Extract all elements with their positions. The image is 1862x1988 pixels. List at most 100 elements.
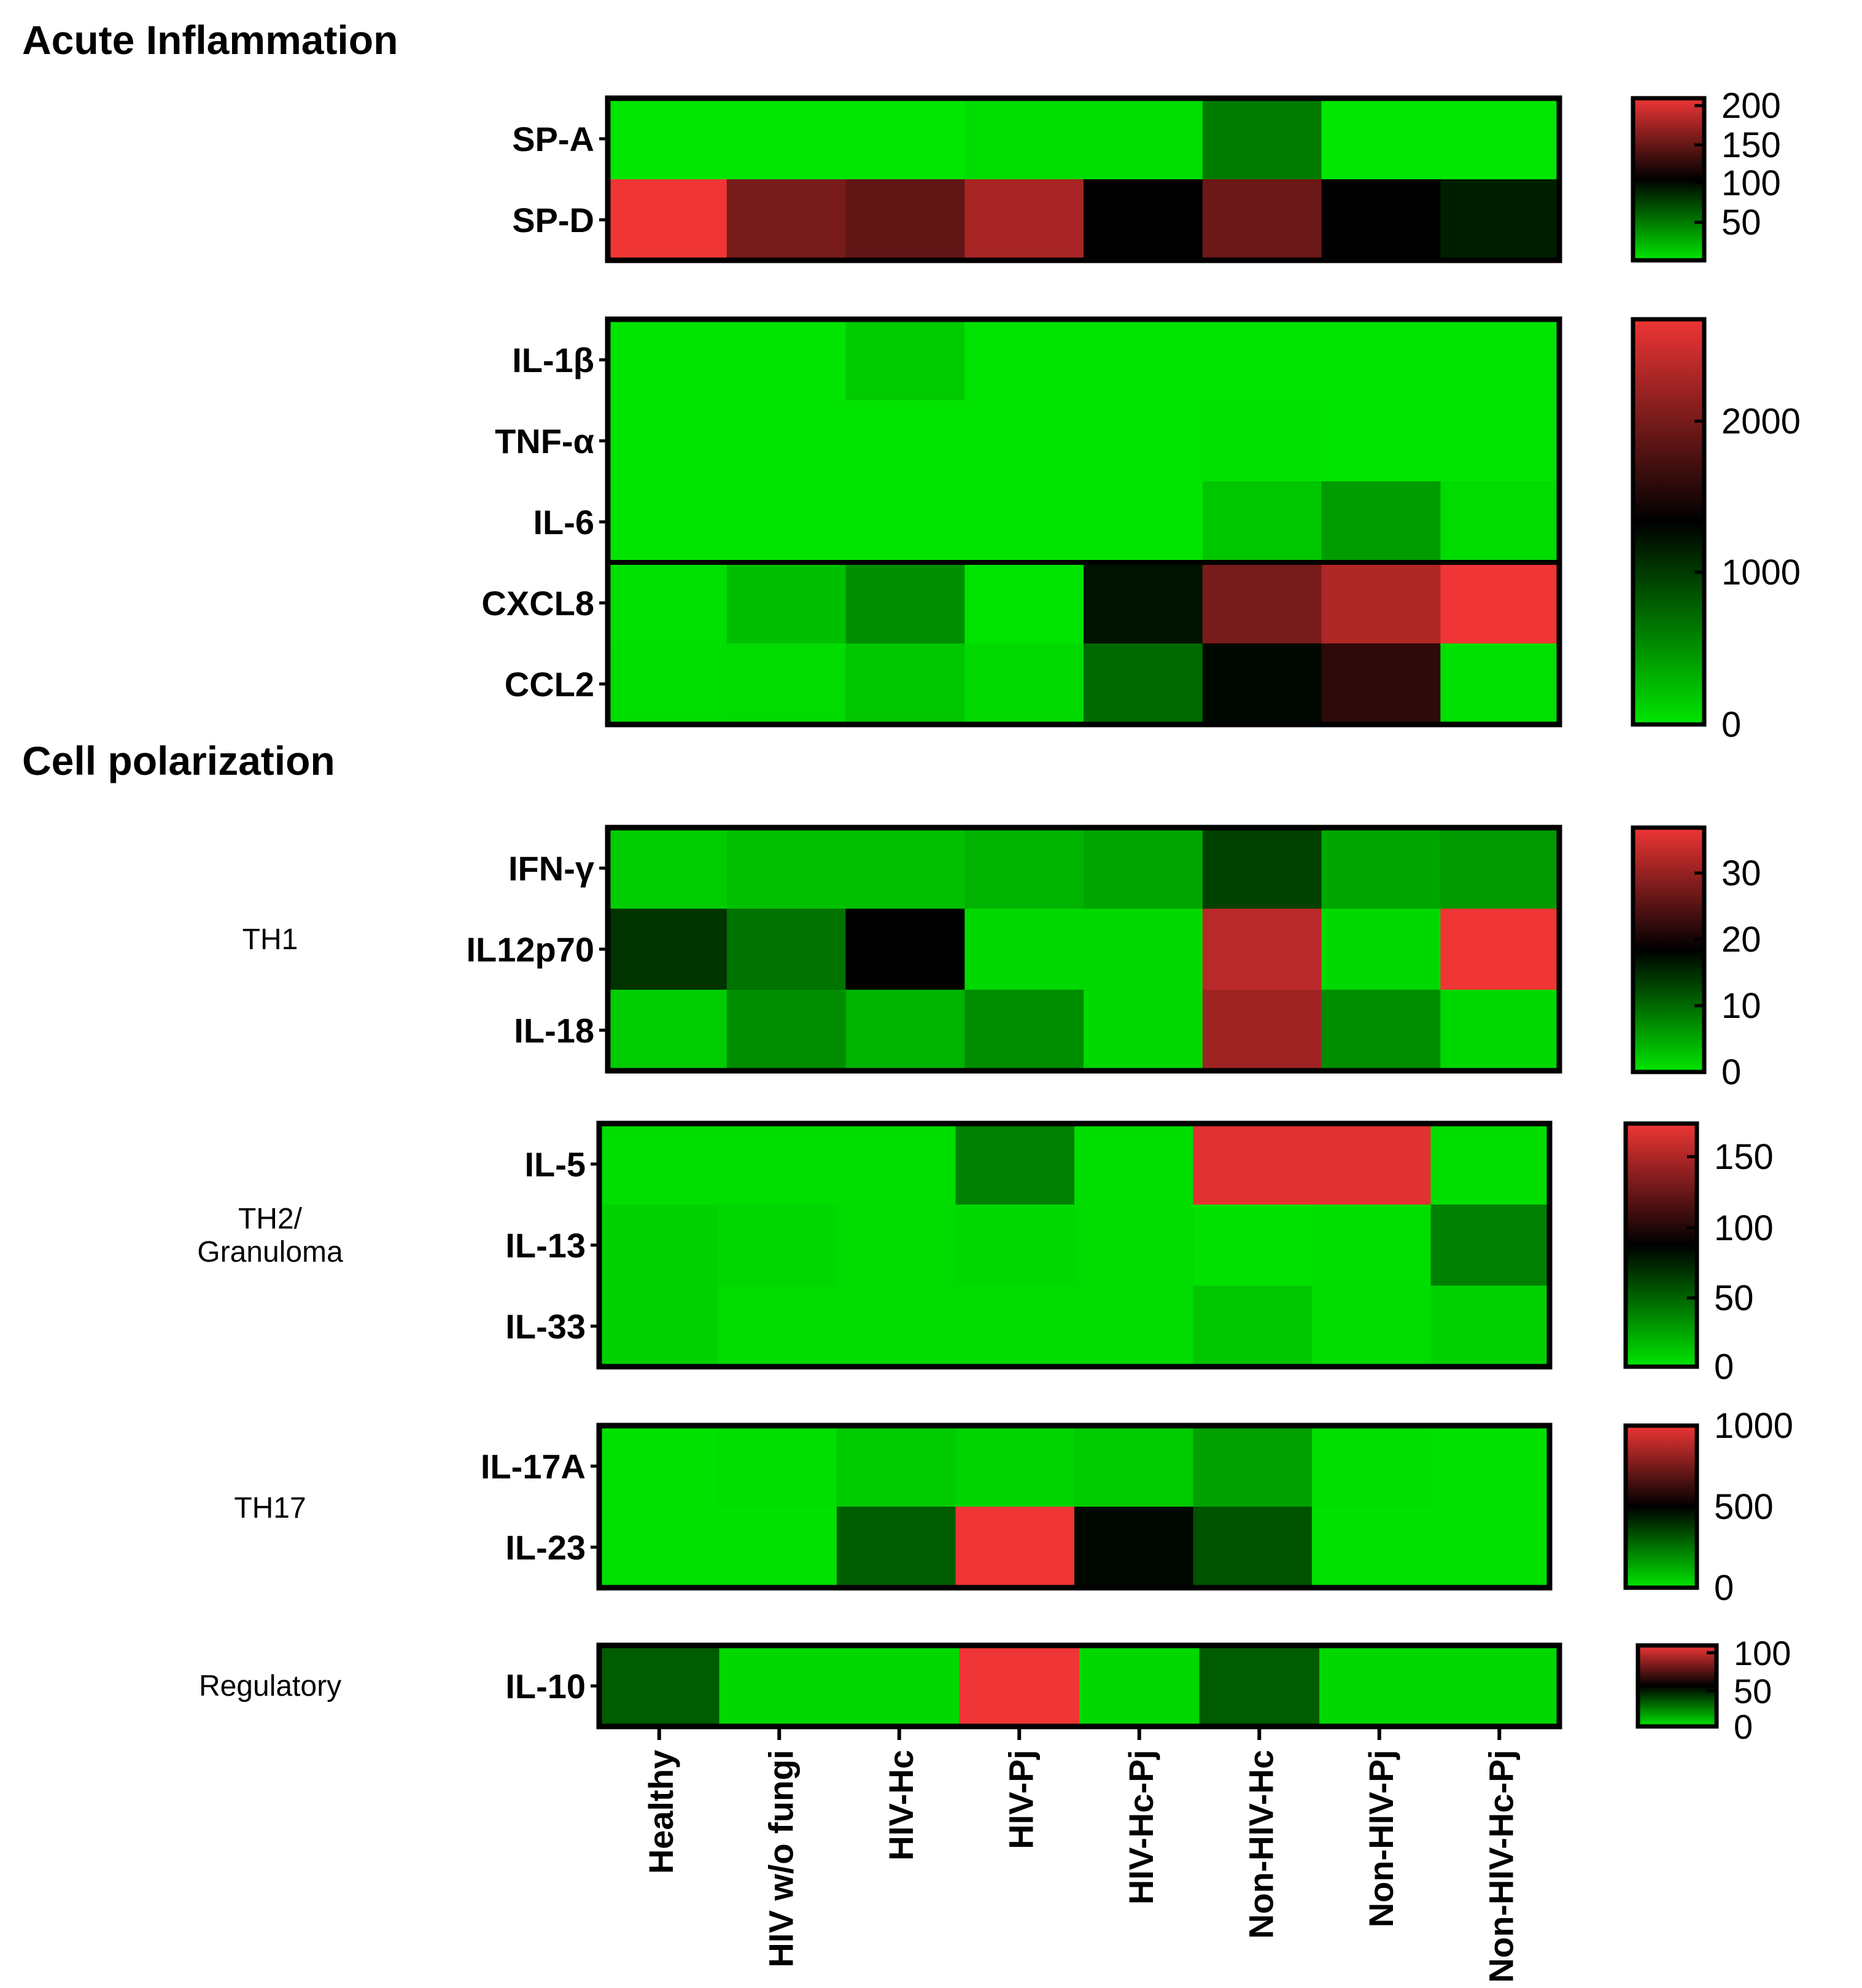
heatmap-cell <box>1084 828 1203 909</box>
category-label: TH2/ <box>238 1203 303 1235</box>
heatmap-cell <box>1321 98 1441 180</box>
heatmap-cell <box>1202 481 1322 563</box>
heatmap-cell <box>1202 990 1322 1071</box>
heatmap-cell <box>964 643 1084 725</box>
color-scale-label: 10 <box>1721 986 1761 1026</box>
heatmap-cell <box>1440 400 1560 482</box>
color-scale-bar <box>1623 1121 1699 1369</box>
heatmap-cell <box>726 909 847 990</box>
heatmap-cell <box>1321 909 1441 990</box>
heatmap-cell <box>726 643 847 725</box>
heatmap-cell <box>608 990 727 1071</box>
heatmap-cell <box>599 1426 719 1507</box>
heatmap-cell <box>1430 1124 1550 1205</box>
heatmap-cell <box>1439 1645 1560 1727</box>
heatmap-cell <box>1202 400 1322 482</box>
x-label: Healthy <box>642 1750 680 1874</box>
panel-border <box>605 95 1562 263</box>
heatmap-cell <box>726 400 847 482</box>
heatmap-cell <box>1312 1426 1432 1507</box>
heatmap-cell <box>964 828 1084 909</box>
heatmap-cell <box>726 990 847 1071</box>
heatmap-cell <box>718 1426 837 1507</box>
heatmap-cell <box>1193 1507 1313 1588</box>
heatmap-cell <box>608 909 727 990</box>
heatmap-cell <box>845 319 965 401</box>
heatmap-cell <box>837 1507 956 1588</box>
heatmap-cell <box>1430 1426 1550 1507</box>
heatmap-cell <box>1202 98 1322 180</box>
heatmap-cell <box>608 98 727 180</box>
heatmap-cell <box>1440 179 1560 261</box>
heatmap-cell <box>845 643 965 725</box>
panel-th2: IL-5 IL-13 IL-33 TH2/Granuloma <box>197 1120 1553 1370</box>
heatmap-cell <box>1084 319 1203 401</box>
panel-th17: IL-17A IL-23 TH17 <box>234 1423 1553 1591</box>
heatmap-cell <box>1202 828 1322 909</box>
color-scale-label: 100 <box>1714 1208 1774 1248</box>
color-scale-bar <box>1631 317 1707 727</box>
heatmap-cell <box>1321 481 1441 563</box>
row-label: CXCL8 <box>481 584 594 623</box>
row-label: IL-1β <box>512 341 594 379</box>
x-label: HIV-Pj <box>1001 1750 1040 1849</box>
heatmap-cell <box>726 481 847 563</box>
section-title-polarization: Cell polarization <box>22 738 335 783</box>
heatmap-cell <box>964 400 1084 482</box>
color-scale-label: 2000 <box>1721 402 1801 441</box>
color-scale-bar <box>1635 1643 1719 1729</box>
heatmap-cell <box>718 1507 837 1588</box>
heatmap-cell <box>845 990 965 1071</box>
color-scale-label: 50 <box>1714 1278 1754 1318</box>
category-label: Regulatory <box>199 1670 341 1703</box>
heatmap-cell <box>608 643 727 725</box>
heatmap-cell <box>955 1124 1075 1205</box>
heatmap-cell <box>726 179 847 261</box>
heatmap-cell <box>608 481 727 563</box>
color-scale-th17: 1000 500 0 <box>1623 1406 1793 1608</box>
heatmap-cell <box>726 98 847 180</box>
color-scale-label: 150 <box>1721 125 1781 165</box>
heatmap-cell <box>1312 1507 1432 1588</box>
color-scale-label: 100 <box>1721 163 1781 203</box>
row-label: IL-10 <box>505 1667 586 1706</box>
heatmap-cell <box>1202 562 1322 644</box>
heatmap-cell <box>1321 319 1441 401</box>
color-scale-bar <box>1631 96 1707 263</box>
heatmap-cell <box>599 1286 719 1367</box>
heatmap-cell <box>599 1645 720 1727</box>
heatmap-cell <box>1193 1426 1313 1507</box>
row-label: IL12p70 <box>466 930 594 969</box>
x-label: HIV w/o fungi <box>761 1750 800 1968</box>
row-label: IL-18 <box>514 1011 594 1050</box>
heatmap-cell <box>1440 562 1560 644</box>
heatmap-cell <box>1312 1205 1432 1286</box>
color-scale-label: 200 <box>1721 86 1781 126</box>
category-label: TH1 <box>242 923 298 956</box>
heatmap-cell <box>839 1645 960 1727</box>
color-scale-label: 0 <box>1734 1707 1753 1746</box>
heatmap-cell <box>1084 909 1203 990</box>
heatmap-cell <box>726 562 847 644</box>
heatmap-cell <box>1321 400 1441 482</box>
color-scale-label: 150 <box>1714 1137 1774 1177</box>
color-scale-label: 50 <box>1721 203 1761 243</box>
color-scale-label: 20 <box>1721 920 1761 960</box>
heatmap-cell <box>1084 400 1203 482</box>
heatmap-cell <box>1440 481 1560 563</box>
row-label: IL-23 <box>505 1528 586 1567</box>
heatmap-cell <box>1430 1205 1550 1286</box>
heatmap-cell <box>837 1426 956 1507</box>
heatmap-cell <box>1202 179 1322 261</box>
color-scale-label: 0 <box>1721 705 1741 745</box>
heatmap-cell <box>955 1286 1075 1367</box>
color-scale-label: 0 <box>1714 1568 1734 1608</box>
heatmap-cell <box>955 1426 1075 1507</box>
color-scale-label: 1000 <box>1721 553 1801 592</box>
color-scale-bar <box>1631 825 1707 1074</box>
heatmap-cell <box>1074 1426 1194 1507</box>
panel-regulatory: IL-10 Regulatory <box>199 1642 1562 1730</box>
heatmap-cell <box>599 1507 719 1588</box>
heatmap-cell <box>1074 1205 1194 1286</box>
